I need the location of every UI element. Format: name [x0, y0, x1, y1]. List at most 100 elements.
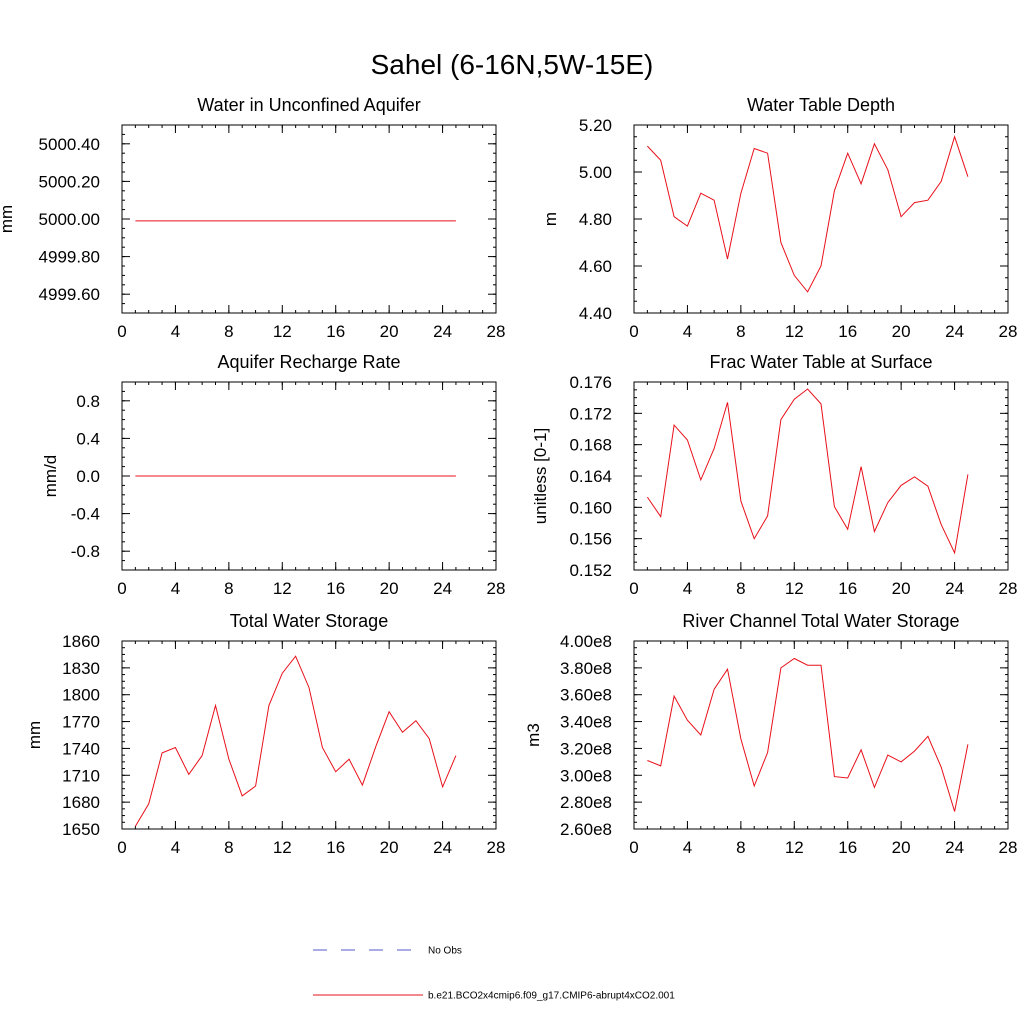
- y-tick-label: -0.4: [71, 505, 100, 524]
- y-tick-label: 4999.60: [39, 285, 100, 304]
- series-line: [647, 135, 969, 293]
- panel-title: Total Water Storage: [230, 611, 388, 631]
- x-tick-label: 0: [629, 838, 638, 857]
- x-tick-label: 4: [171, 838, 180, 857]
- figure-title: Sahel (6-16N,5W-15E): [371, 49, 654, 80]
- y-tick-label: 1860: [62, 632, 100, 651]
- x-tick-label: 28: [999, 838, 1018, 857]
- y-tick-label: 4.00e8: [560, 632, 612, 651]
- panels-group: 0 4 8 12 16 20 24 28 4999.60 4999.80 5000.00 5000.2…: [0, 95, 1017, 857]
- y-tick-label: 1770: [62, 713, 100, 732]
- plot-frame: [121, 124, 497, 314]
- x-tick-label: 0: [117, 322, 126, 341]
- x-tick-label: 16: [838, 322, 857, 341]
- panel-title: Water Table Depth: [747, 95, 895, 115]
- x-tick-label: 4: [683, 838, 692, 857]
- y-tick-label: 2.60e8: [560, 820, 612, 839]
- series-line: [134, 655, 457, 827]
- x-tick-label: 24: [945, 579, 964, 598]
- x-tick-label: 28: [487, 838, 506, 857]
- y-axis-label: unitless [0-1]: [531, 428, 550, 524]
- panel-0: 0 4 8 12 16 20 24 28 4999.60 4999.80 5000.00 5000.2…: [0, 95, 505, 341]
- plot-frame: [633, 381, 1009, 571]
- x-tick-label: 24: [433, 838, 452, 857]
- x-tick-label: 20: [380, 322, 399, 341]
- y-axis-label: m: [541, 212, 560, 226]
- x-tick-label: 16: [838, 838, 857, 857]
- y-axis-label: mm/d: [41, 455, 60, 498]
- series-line: [646, 388, 969, 555]
- x-tick-label: 16: [326, 322, 345, 341]
- x-tick-label: 28: [487, 579, 506, 598]
- y-axis-label: mm: [25, 721, 44, 749]
- y-tick-label: 3.60e8: [560, 686, 612, 705]
- y-tick-label: 5.00: [579, 163, 612, 182]
- y-tick-label: 1800: [62, 686, 100, 705]
- x-tick-label: 8: [736, 322, 745, 341]
- panel-4: 0 4 8 12 16 20 24 28 1650 1680 1710 1740 1770 1800 183…: [25, 611, 505, 857]
- y-tick-label: 4999.80: [39, 248, 100, 267]
- x-tick-label: 12: [785, 322, 804, 341]
- x-tick-label: 16: [326, 838, 345, 857]
- y-tick-label: 0.0: [76, 467, 100, 486]
- panel-title: Water in Unconfined Aquifer: [197, 95, 420, 115]
- x-tick-label: 28: [999, 322, 1018, 341]
- y-tick-label: 1740: [62, 739, 100, 758]
- y-axis-label: mm: [0, 205, 16, 233]
- y-tick-label: 0.160: [569, 498, 612, 517]
- x-tick-label: 12: [785, 579, 804, 598]
- panel-1: 0 4 8 12 16 20 24 28 4.40 4.60 4.80 5.00 5.20 Water T…: [541, 95, 1017, 341]
- x-tick-label: 4: [171, 579, 180, 598]
- x-tick-label: 16: [326, 579, 345, 598]
- x-tick-label: 0: [117, 838, 126, 857]
- y-tick-label: 1710: [62, 766, 100, 785]
- y-tick-label: 0.164: [569, 467, 612, 486]
- x-tick-label: 24: [945, 322, 964, 341]
- x-tick-label: 20: [892, 322, 911, 341]
- x-tick-label: 12: [273, 322, 292, 341]
- y-tick-label: 0.172: [569, 404, 612, 423]
- y-tick-label: 4.80: [579, 210, 612, 229]
- y-tick-label: 0.8: [76, 392, 100, 411]
- x-tick-label: 4: [683, 579, 692, 598]
- x-tick-label: 20: [892, 838, 911, 857]
- y-tick-label: 1830: [62, 659, 100, 678]
- y-tick-label: 1680: [62, 793, 100, 812]
- y-tick-label: 5000.00: [39, 210, 100, 229]
- y-tick-label: 5000.20: [39, 172, 100, 191]
- x-tick-label: 8: [224, 579, 233, 598]
- y-tick-label: 5.20: [579, 116, 612, 135]
- plot-frame: [121, 640, 497, 830]
- legend-label-model: b.e21.BCO2x4cmip6.f09_g17.CMIP6-abrupt4x…: [428, 991, 675, 1002]
- y-tick-label: 0.176: [569, 373, 612, 392]
- y-tick-label: 4.40: [579, 304, 612, 323]
- x-tick-label: 12: [273, 838, 292, 857]
- y-tick-label: 0.168: [569, 436, 612, 455]
- y-tick-label: 3.00e8: [560, 766, 612, 785]
- x-tick-label: 12: [273, 579, 292, 598]
- x-tick-label: 20: [380, 579, 399, 598]
- x-tick-label: 12: [785, 838, 804, 857]
- x-tick-label: 0: [629, 579, 638, 598]
- y-tick-label: 0.152: [569, 561, 612, 580]
- panel-2: 0 4 8 12 16 20 24 28 -0.8 -0.4 0.0 0.4 0.8 Aquifer Re…: [41, 352, 505, 598]
- x-tick-label: 8: [224, 838, 233, 857]
- y-tick-label: 3.40e8: [560, 713, 612, 732]
- x-tick-label: 0: [629, 322, 638, 341]
- x-tick-label: 0: [117, 579, 126, 598]
- panel-5: 0 4 8 12 16 20 24 28 2.60e8 2.80e8 3.00e8 3.20e8 3.4…: [524, 611, 1017, 857]
- legend-label-no-obs: No Obs: [428, 946, 462, 957]
- panel-title: River Channel Total Water Storage: [682, 611, 959, 631]
- y-tick-label: 0.156: [569, 530, 612, 549]
- x-tick-label: 20: [380, 838, 399, 857]
- y-axis-label: m3: [524, 723, 543, 747]
- y-tick-label: 3.80e8: [560, 659, 612, 678]
- y-tick-label: 1650: [62, 820, 100, 839]
- x-tick-label: 24: [945, 838, 964, 857]
- y-tick-label: 3.20e8: [560, 739, 612, 758]
- x-tick-label: 16: [838, 579, 857, 598]
- y-tick-label: 0.4: [76, 429, 100, 448]
- x-tick-label: 24: [433, 322, 452, 341]
- x-tick-label: 28: [487, 322, 506, 341]
